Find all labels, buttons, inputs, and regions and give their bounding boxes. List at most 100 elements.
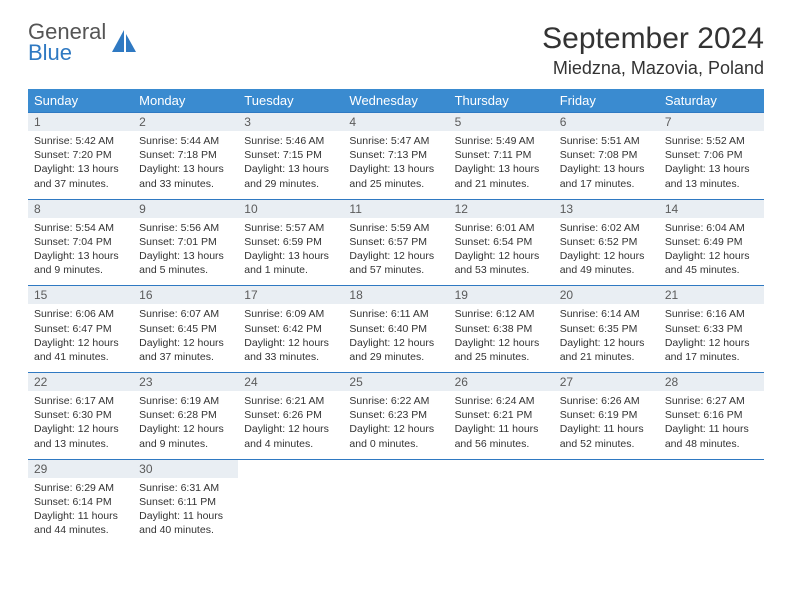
- calendar-cell: 13Sunrise: 6:02 AMSunset: 6:52 PMDayligh…: [554, 199, 659, 286]
- sunset-label: Sunset:: [244, 149, 283, 161]
- sunrise-value: 6:06 AM: [75, 308, 114, 320]
- day-number: 24: [238, 373, 343, 391]
- day-details: Sunrise: 6:22 AMSunset: 6:23 PMDaylight:…: [343, 391, 448, 459]
- calendar-cell: 14Sunrise: 6:04 AMSunset: 6:49 PMDayligh…: [659, 199, 764, 286]
- calendar-cell: 4Sunrise: 5:47 AMSunset: 7:13 PMDaylight…: [343, 113, 448, 200]
- sunset-label: Sunset:: [560, 323, 599, 335]
- day-number: 26: [449, 373, 554, 391]
- day-details: Sunrise: 6:02 AMSunset: 6:52 PMDaylight:…: [554, 218, 659, 286]
- day-details: Sunrise: 5:52 AMSunset: 7:06 PMDaylight:…: [659, 131, 764, 199]
- calendar-cell: 6Sunrise: 5:51 AMSunset: 7:08 PMDaylight…: [554, 113, 659, 200]
- sunset-value: 6:40 PM: [388, 323, 427, 335]
- day-number: 9: [133, 200, 238, 218]
- day-details: Sunrise: 5:47 AMSunset: 7:13 PMDaylight:…: [343, 131, 448, 199]
- day-details: Sunrise: 6:27 AMSunset: 6:16 PMDaylight:…: [659, 391, 764, 459]
- sunrise-value: 6:19 AM: [181, 395, 220, 407]
- calendar-cell: 18Sunrise: 6:11 AMSunset: 6:40 PMDayligh…: [343, 286, 448, 373]
- day-details: Sunrise: 5:56 AMSunset: 7:01 PMDaylight:…: [133, 218, 238, 286]
- sunset-label: Sunset:: [244, 409, 283, 421]
- sunset-label: Sunset:: [139, 323, 178, 335]
- daylight-label: Daylight:: [560, 337, 604, 349]
- sunrise-label: Sunrise:: [139, 482, 180, 494]
- calendar-cell: 10Sunrise: 5:57 AMSunset: 6:59 PMDayligh…: [238, 199, 343, 286]
- sunrise-label: Sunrise:: [139, 395, 180, 407]
- sunset-value: 7:08 PM: [598, 149, 637, 161]
- calendar-cell: 16Sunrise: 6:07 AMSunset: 6:45 PMDayligh…: [133, 286, 238, 373]
- day-number: 13: [554, 200, 659, 218]
- day-details: Sunrise: 6:11 AMSunset: 6:40 PMDaylight:…: [343, 304, 448, 372]
- day-details: Sunrise: 6:12 AMSunset: 6:38 PMDaylight:…: [449, 304, 554, 372]
- sunset-value: 6:11 PM: [178, 496, 216, 508]
- calendar-cell: 21Sunrise: 6:16 AMSunset: 6:33 PMDayligh…: [659, 286, 764, 373]
- sunset-value: 6:42 PM: [283, 323, 322, 335]
- sunset-label: Sunset:: [455, 149, 494, 161]
- sunset-label: Sunset:: [665, 236, 704, 248]
- daylight-label: Daylight:: [665, 337, 709, 349]
- sunset-value: 7:04 PM: [73, 236, 112, 248]
- day-number: 4: [343, 113, 448, 131]
- sunset-label: Sunset:: [34, 496, 73, 508]
- daylight-label: Daylight:: [665, 250, 709, 262]
- sunrise-label: Sunrise:: [665, 135, 706, 147]
- day-number: 1: [28, 113, 133, 131]
- sunset-value: 6:14 PM: [73, 496, 112, 508]
- weekday-header: Sunday: [28, 89, 133, 113]
- day-details: Sunrise: 6:04 AMSunset: 6:49 PMDaylight:…: [659, 218, 764, 286]
- daylight-label: Daylight:: [139, 337, 183, 349]
- sunset-label: Sunset:: [139, 409, 178, 421]
- day-number: 19: [449, 286, 554, 304]
- sunset-label: Sunset:: [34, 236, 73, 248]
- daylight-label: Daylight:: [34, 423, 78, 435]
- calendar-table: SundayMondayTuesdayWednesdayThursdayFrid…: [28, 89, 764, 545]
- sunrise-value: 5:46 AM: [286, 135, 325, 147]
- daylight-label: Daylight:: [455, 337, 499, 349]
- sunset-value: 6:23 PM: [388, 409, 427, 421]
- day-number: 11: [343, 200, 448, 218]
- day-details: Sunrise: 6:09 AMSunset: 6:42 PMDaylight:…: [238, 304, 343, 372]
- sunrise-value: 6:12 AM: [496, 308, 535, 320]
- sunset-label: Sunset:: [349, 236, 388, 248]
- day-number: 18: [343, 286, 448, 304]
- sunset-label: Sunset:: [560, 409, 599, 421]
- sunset-label: Sunset:: [139, 496, 178, 508]
- day-details: Sunrise: 5:49 AMSunset: 7:11 PMDaylight:…: [449, 131, 554, 199]
- calendar-cell: ..: [554, 459, 659, 545]
- sunrise-value: 6:02 AM: [601, 222, 640, 234]
- day-number: 2: [133, 113, 238, 131]
- sunrise-label: Sunrise:: [349, 135, 390, 147]
- sunset-label: Sunset:: [665, 323, 704, 335]
- sail-icon: [110, 28, 138, 54]
- day-details: Sunrise: 5:42 AMSunset: 7:20 PMDaylight:…: [28, 131, 133, 199]
- sunrise-label: Sunrise:: [34, 222, 75, 234]
- calendar-cell: ..: [238, 459, 343, 545]
- calendar-row: 1Sunrise: 5:42 AMSunset: 7:20 PMDaylight…: [28, 113, 764, 200]
- sunrise-label: Sunrise:: [139, 308, 180, 320]
- sunrise-value: 6:27 AM: [706, 395, 745, 407]
- sunset-label: Sunset:: [455, 323, 494, 335]
- calendar-header: SundayMondayTuesdayWednesdayThursdayFrid…: [28, 89, 764, 113]
- sunset-label: Sunset:: [349, 149, 388, 161]
- day-details: Sunrise: 6:26 AMSunset: 6:19 PMDaylight:…: [554, 391, 659, 459]
- day-number: 15: [28, 286, 133, 304]
- calendar-cell: 12Sunrise: 6:01 AMSunset: 6:54 PMDayligh…: [449, 199, 554, 286]
- sunrise-value: 5:47 AM: [391, 135, 430, 147]
- daylight-label: Daylight:: [139, 510, 183, 522]
- calendar-row: 22Sunrise: 6:17 AMSunset: 6:30 PMDayligh…: [28, 373, 764, 460]
- day-number: 5: [449, 113, 554, 131]
- day-number: 25: [343, 373, 448, 391]
- sunset-label: Sunset:: [455, 409, 494, 421]
- title-block: September 2024 Miedzna, Mazovia, Poland: [542, 22, 764, 79]
- calendar-cell: 2Sunrise: 5:44 AMSunset: 7:18 PMDaylight…: [133, 113, 238, 200]
- sunrise-label: Sunrise:: [455, 222, 496, 234]
- sunset-value: 6:57 PM: [388, 236, 427, 248]
- calendar-row: 8Sunrise: 5:54 AMSunset: 7:04 PMDaylight…: [28, 199, 764, 286]
- daylight-label: Daylight:: [34, 163, 78, 175]
- day-details: Sunrise: 6:06 AMSunset: 6:47 PMDaylight:…: [28, 304, 133, 372]
- daylight-label: Daylight:: [139, 163, 183, 175]
- sunrise-value: 6:24 AM: [496, 395, 535, 407]
- day-number: 8: [28, 200, 133, 218]
- sunset-label: Sunset:: [665, 409, 704, 421]
- sunrise-value: 5:51 AM: [601, 135, 640, 147]
- sunset-label: Sunset:: [34, 323, 73, 335]
- daylight-label: Daylight:: [139, 250, 183, 262]
